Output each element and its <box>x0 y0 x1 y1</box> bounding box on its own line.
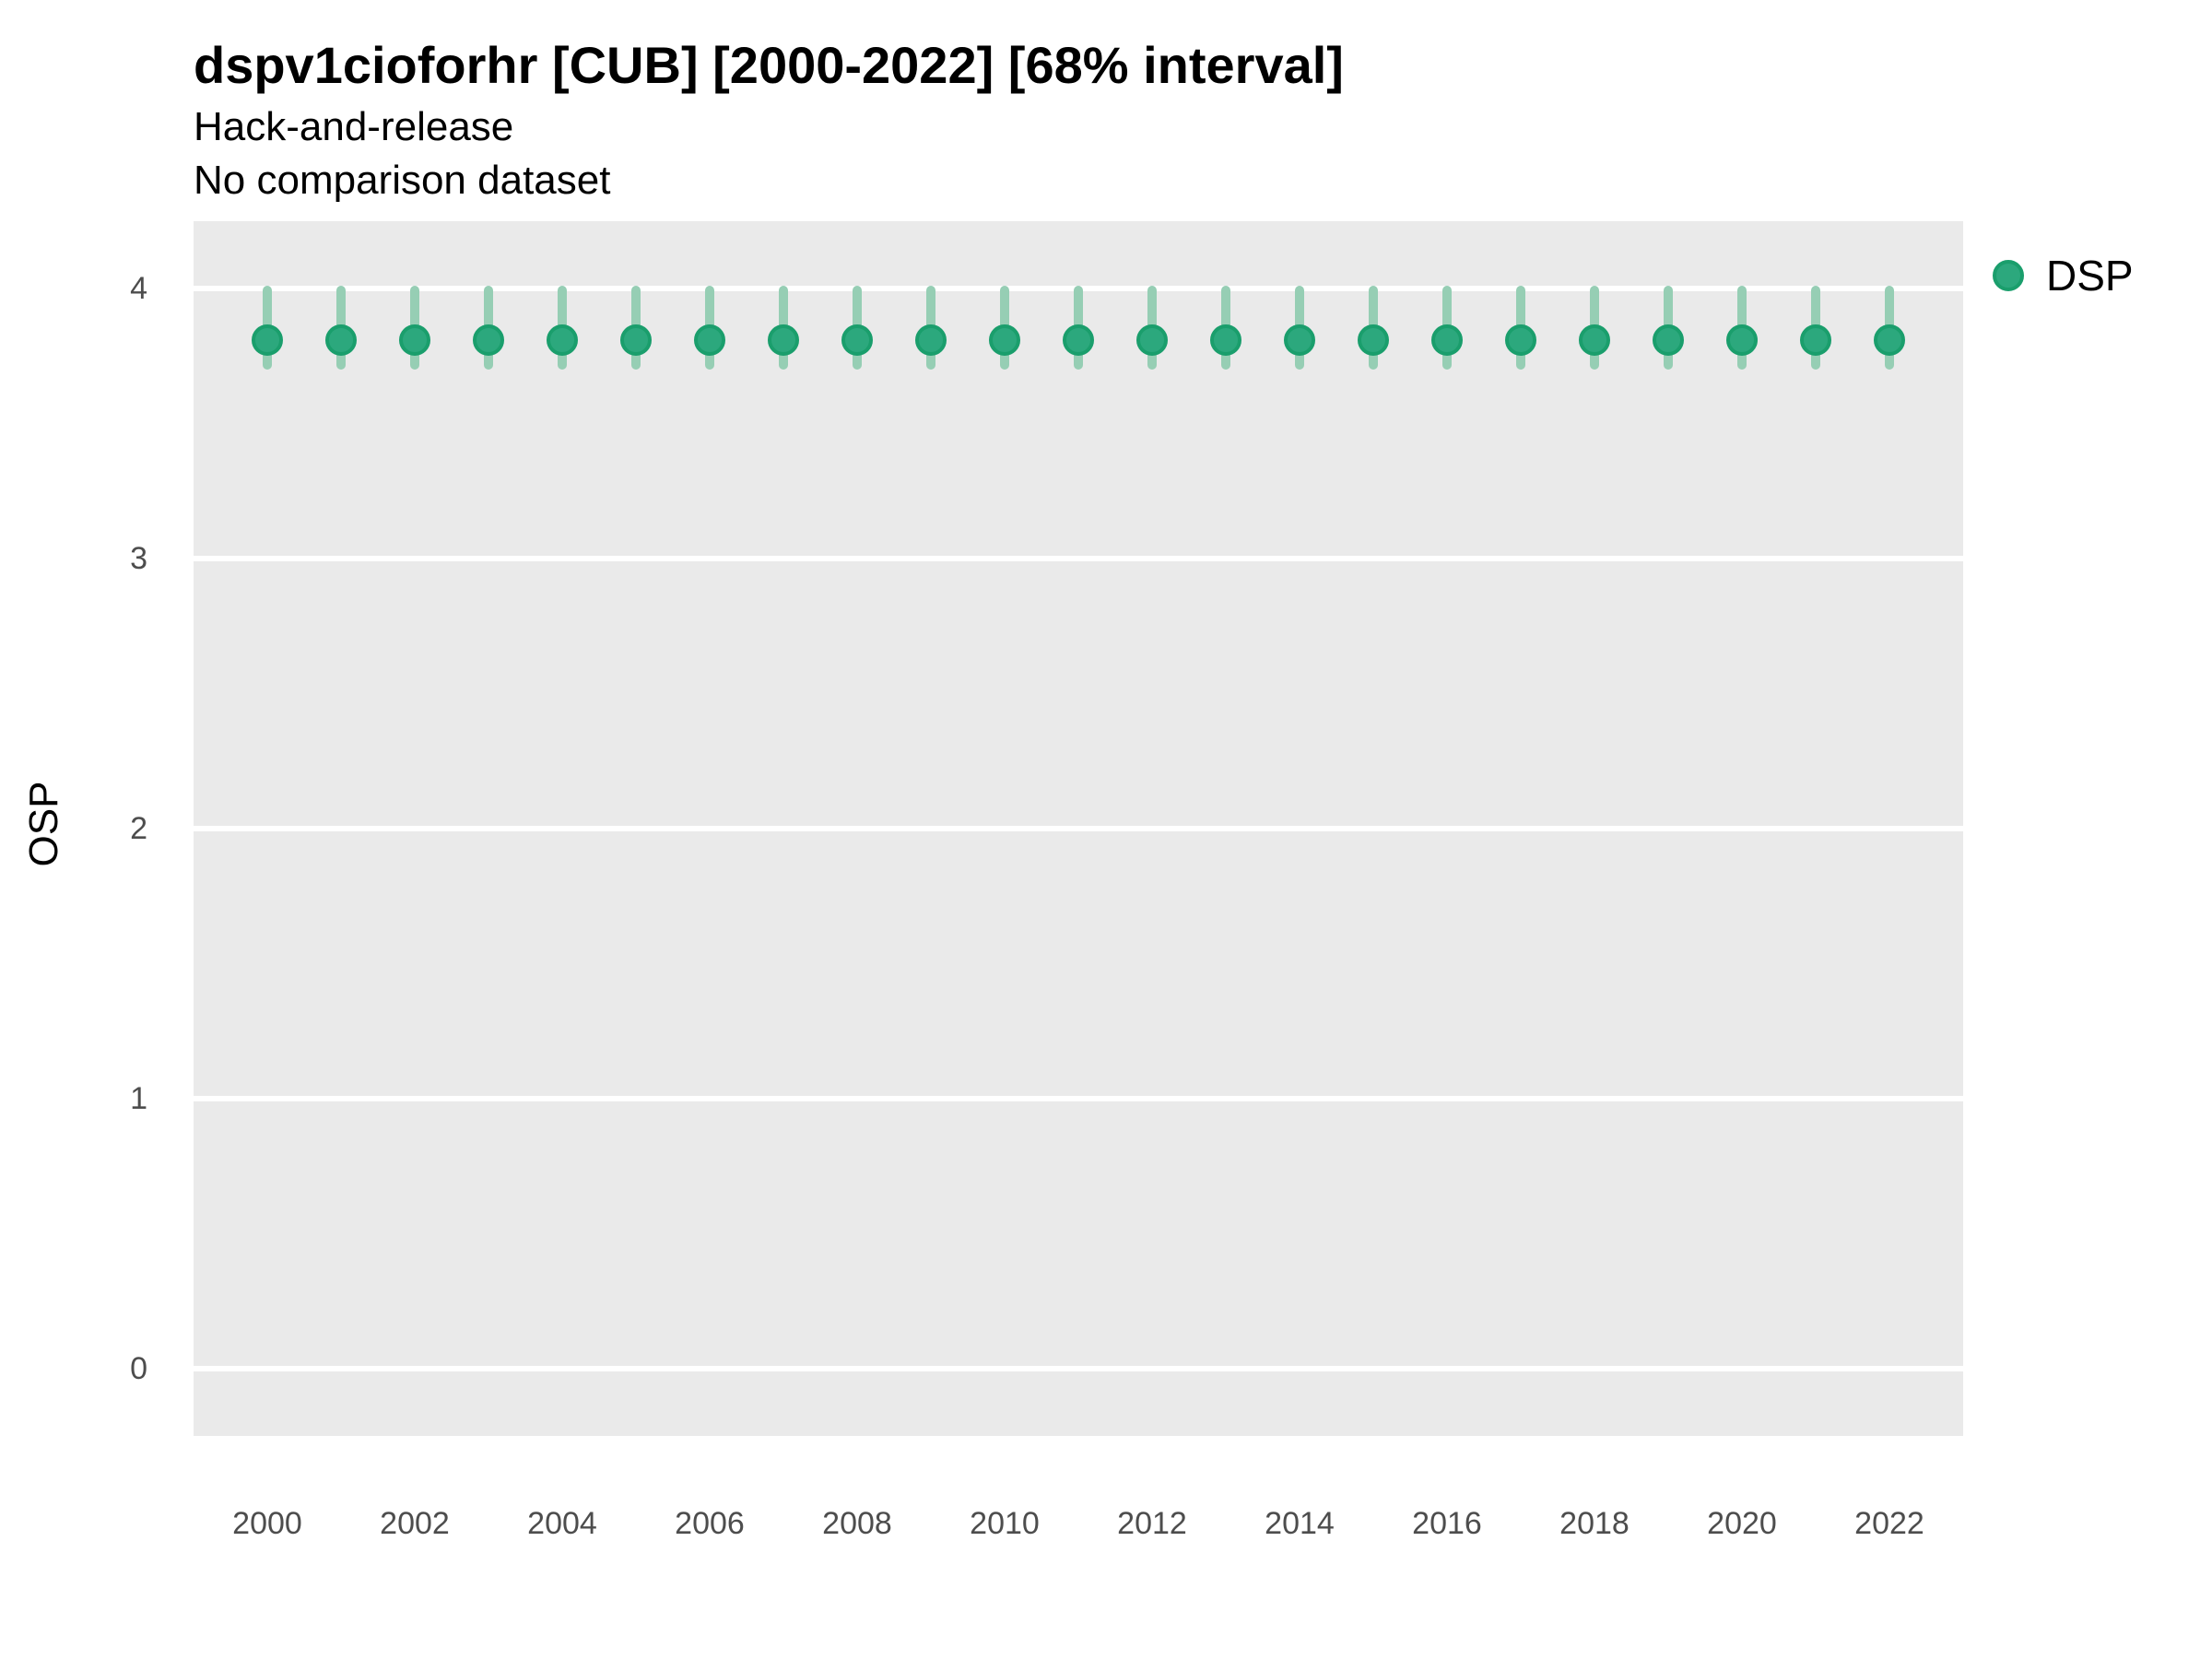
point-dot-2007 <box>768 324 799 356</box>
point-dot-2017 <box>1505 324 1536 356</box>
y-tick-label-4: 4 <box>130 271 147 307</box>
point-dot-2009 <box>915 324 947 356</box>
y-tick-label-2: 2 <box>130 811 147 846</box>
chart-title: dspv1cioforhr [CUB] [2000-2022] [68% int… <box>194 36 1344 94</box>
y-tick-label-0: 0 <box>130 1350 147 1386</box>
x-tick-label-2002: 2002 <box>380 1506 450 1541</box>
point-dot-2000 <box>252 324 283 356</box>
x-tick-label-2012: 2012 <box>1117 1506 1187 1541</box>
y-tick-label-3: 3 <box>130 541 147 577</box>
x-tick-label-2018: 2018 <box>1559 1506 1630 1541</box>
gridline-y-2 <box>194 826 1963 831</box>
point-dot-2011 <box>1063 324 1094 356</box>
point-dot-2005 <box>620 324 652 356</box>
chart-subtitle-line2: No comparison dataset <box>194 158 611 203</box>
x-tick-label-2014: 2014 <box>1265 1506 1335 1541</box>
point-dot-2003 <box>473 324 504 356</box>
y-tick-label-1: 1 <box>130 1080 147 1116</box>
legend: DSP <box>1993 251 2134 300</box>
point-dot-2004 <box>547 324 578 356</box>
point-dot-2012 <box>1136 324 1168 356</box>
x-tick-label-2000: 2000 <box>232 1506 302 1541</box>
legend-marker-dsp-icon <box>1993 260 2024 291</box>
point-dot-2001 <box>325 324 357 356</box>
point-dot-2010 <box>989 324 1020 356</box>
gridline-y-1 <box>194 1095 1963 1101</box>
point-dot-2008 <box>841 324 873 356</box>
point-dot-2015 <box>1358 324 1389 356</box>
point-dot-2022 <box>1874 324 1905 356</box>
x-tick-label-2020: 2020 <box>1707 1506 1777 1541</box>
x-tick-label-2022: 2022 <box>1854 1506 1924 1541</box>
x-tick-label-2008: 2008 <box>822 1506 892 1541</box>
x-tick-label-2016: 2016 <box>1412 1506 1482 1541</box>
plot-panel <box>194 221 1963 1436</box>
point-dot-2020 <box>1726 324 1758 356</box>
point-dot-2021 <box>1800 324 1831 356</box>
x-tick-label-2010: 2010 <box>970 1506 1040 1541</box>
x-tick-label-2006: 2006 <box>675 1506 745 1541</box>
gridline-y-3 <box>194 556 1963 562</box>
chart-subtitle-line1: Hack-and-release <box>194 104 514 149</box>
point-dot-2006 <box>694 324 725 356</box>
legend-label-dsp: DSP <box>2046 252 2134 300</box>
gridline-y-0 <box>194 1365 1963 1371</box>
point-dot-2002 <box>399 324 430 356</box>
point-dot-2019 <box>1653 324 1684 356</box>
point-dot-2013 <box>1210 324 1241 356</box>
x-tick-label-2004: 2004 <box>527 1506 597 1541</box>
point-dot-2018 <box>1579 324 1610 356</box>
point-dot-2016 <box>1431 324 1463 356</box>
point-dot-2014 <box>1284 324 1315 356</box>
